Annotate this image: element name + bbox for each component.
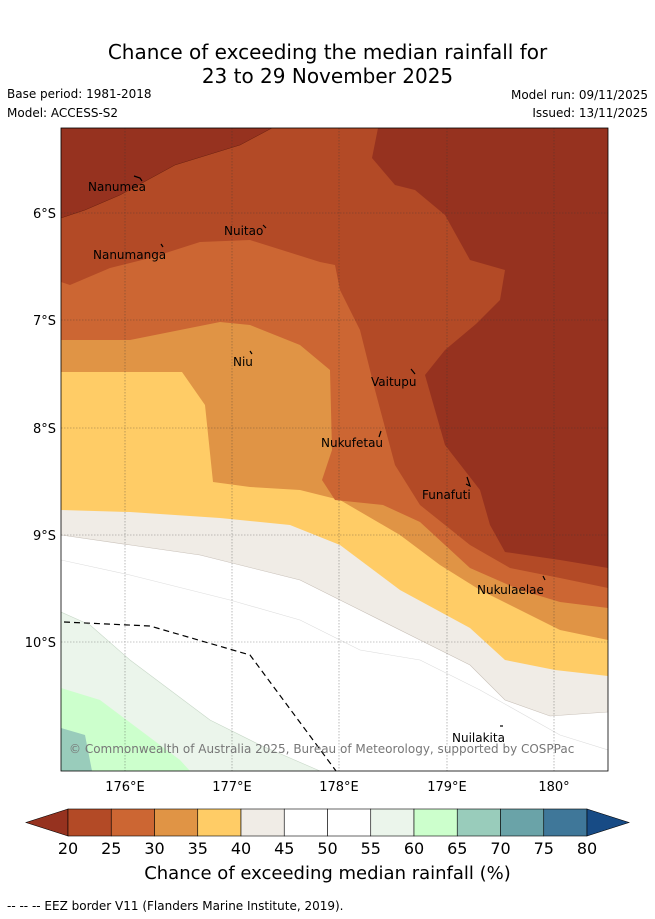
label-nanumea: Nanumea <box>88 180 146 194</box>
colorbar-title: Chance of exceeding median rainfall (%) <box>144 863 511 884</box>
label-funafuti: Funafuti <box>422 488 471 502</box>
lat-label-8s: 8°S <box>33 422 56 437</box>
colorbar-segment <box>197 808 242 837</box>
colorbar-tick-label: 20 <box>58 839 78 858</box>
colorbar-segment <box>67 808 112 837</box>
model-run: Model run: 09/11/2025 <box>510 88 648 102</box>
colorbar-segment <box>456 808 501 837</box>
island-vaitupu <box>410 368 416 375</box>
label-nukufetau: Nukufetau <box>321 436 383 450</box>
label-nukulaelae: Nukulaelae <box>477 583 544 597</box>
lon-label-176: 176°E <box>105 780 145 795</box>
label-vaitupu: Vaitupu <box>371 375 417 389</box>
island-nanumanga <box>160 243 164 248</box>
colorbar-tick-label: 35 <box>188 839 208 858</box>
lon-label-180: 180° <box>538 780 569 795</box>
colorbar-tick-label: 55 <box>361 839 381 858</box>
title-line-2: 23 to 29 November 2025 <box>201 64 454 88</box>
contour-layers <box>61 128 608 771</box>
colorbar-segment <box>110 808 155 837</box>
colorbar-segment <box>413 808 458 837</box>
lon-label-178: 178°E <box>319 780 359 795</box>
lon-label-179: 179°E <box>427 780 467 795</box>
lat-label-7s: 7°S <box>33 314 56 329</box>
colorbar-tick-label: 70 <box>490 839 510 858</box>
lat-label-9s: 9°S <box>33 529 56 544</box>
colorbar-tick-label: 40 <box>231 839 251 858</box>
island-nanumea <box>133 175 143 182</box>
eez-legend: -- -- -- EEZ border V11 (Flanders Marine… <box>7 899 344 913</box>
colorbar-segment <box>327 808 372 837</box>
colorbar-segment <box>154 808 199 837</box>
label-nuitao: Nuitao <box>224 224 263 238</box>
colorbar-segment <box>370 808 415 837</box>
band-below-20-nw <box>61 128 272 218</box>
lon-axis: 176°E 177°E 178°E 179°E 180° <box>105 780 569 795</box>
lat-axis: 6°S 7°S 8°S 9°S 10°S <box>25 207 56 651</box>
band-65 <box>61 728 92 771</box>
island-nukufetau <box>378 430 382 438</box>
islands <box>133 175 546 727</box>
island-nukulaelae <box>542 575 546 581</box>
lat-label-10s: 10°S <box>25 636 56 651</box>
base-period: Base period: 1981-2018 <box>7 87 152 101</box>
lon-label-177: 177°E <box>212 780 252 795</box>
colorbar-tick-label: 25 <box>101 839 121 858</box>
contour-line-20 <box>61 128 273 219</box>
label-nuilakita: Nuilakita <box>452 731 505 745</box>
colorbar-tick-label: 50 <box>317 839 337 858</box>
colorbar-segment <box>283 808 328 837</box>
colorbar-tick-label: 75 <box>534 839 554 858</box>
copyright-notice: © Commonwealth of Australia 2025, Bureau… <box>69 742 574 756</box>
issued-date: Issued: 13/11/2025 <box>532 106 648 120</box>
gridlines <box>61 128 608 771</box>
band-below-20-east <box>372 128 608 568</box>
lat-label-6s: 6°S <box>33 207 56 222</box>
label-niu: Niu <box>233 355 253 369</box>
colorbar-tick-label: 65 <box>447 839 467 858</box>
colorbar-segment <box>543 808 588 837</box>
band-60 <box>61 688 190 771</box>
label-nanumanga: Nanumanga <box>93 248 166 262</box>
colorbar-segment <box>240 808 285 837</box>
colorbar-extend-low <box>25 808 69 837</box>
colorbar-tick-label: 45 <box>274 839 294 858</box>
map-frame <box>60 127 609 772</box>
colorbar: 20 25 30 35 40 45 50 55 60 65 70 75 80 <box>25 808 630 858</box>
model-name: Model: ACCESS-S2 <box>7 106 119 120</box>
island-funafuti <box>465 476 472 488</box>
colorbar-extend-high <box>586 808 630 837</box>
map-title: Chance of exceeding the median rainfall … <box>0 40 655 88</box>
eez-border-line <box>63 621 337 772</box>
title-line-1: Chance of exceeding the median rainfall … <box>107 40 548 64</box>
colorbar-tick-label: 30 <box>144 839 164 858</box>
island-nuitao <box>262 224 267 229</box>
place-labels: Nanumea Nuitao Nanumanga Niu Vaitupu Nuk… <box>88 180 544 745</box>
colorbar-tick-label: 80 <box>577 839 597 858</box>
island-niu <box>249 350 253 355</box>
colorbar-tick-label: 60 <box>404 839 424 858</box>
colorbar-segment <box>500 808 545 837</box>
